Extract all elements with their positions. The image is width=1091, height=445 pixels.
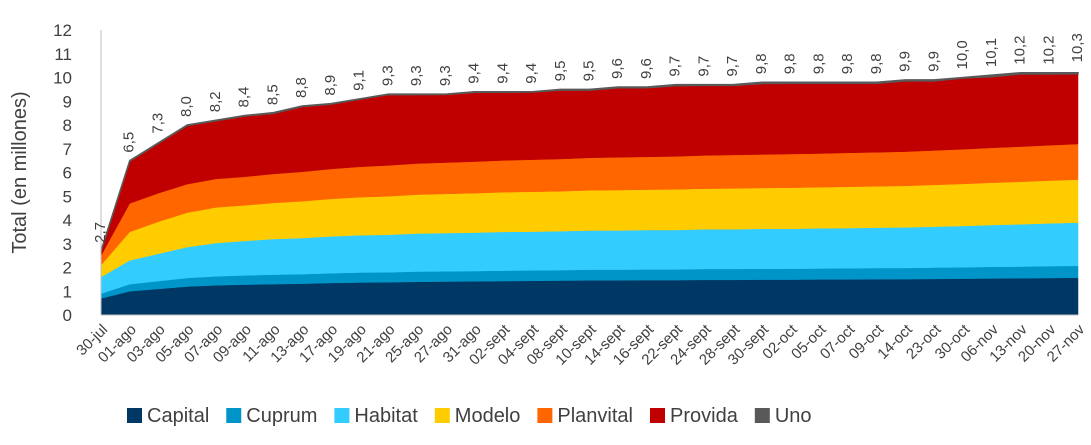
data-label-total: 9,8 <box>753 53 770 74</box>
data-label-total: 9,8 <box>782 53 799 74</box>
data-label-total: 9,9 <box>925 51 942 72</box>
y-tick-label: 10 <box>53 69 72 88</box>
data-label-total: 9,6 <box>638 58 655 79</box>
data-label-total: 8,2 <box>207 91 224 112</box>
legend-swatch-cuprum <box>226 408 242 423</box>
y-tick-label: 7 <box>63 140 72 159</box>
data-label-total: 9,3 <box>437 65 454 86</box>
legend: Capital Cuprum Habitat Modelo Planvital Provi… <box>127 405 812 427</box>
data-label-total: 9,5 <box>552 61 569 82</box>
legend-label-capital: Capital <box>147 405 209 427</box>
y-tick-label: 11 <box>54 45 72 64</box>
data-label-total: 8,8 <box>293 77 310 98</box>
legend-swatch-uno <box>754 408 770 423</box>
legend-swatch-habitat <box>334 408 350 423</box>
legend-label-provida: Provida <box>670 405 739 427</box>
data-label-total: 9,7 <box>724 56 741 77</box>
data-label-total: 6,5 <box>121 132 138 153</box>
y-tick-label: 3 <box>63 235 72 254</box>
x-tick-labels: 30-jul01-ago03-ago05-ago07-ago09-ago11-a… <box>73 321 1088 369</box>
data-label-total: 8,5 <box>264 84 281 105</box>
data-label-total: 9,9 <box>897 51 914 72</box>
legend-swatch-provida <box>650 408 665 423</box>
data-label-total: 9,3 <box>379 65 396 86</box>
axes <box>100 30 1078 316</box>
y-tick-label: 8 <box>63 116 72 135</box>
data-label-total: 9,4 <box>523 63 540 84</box>
data-label-total: 10,0 <box>954 40 971 69</box>
data-label-total: 9,8 <box>839 53 856 74</box>
data-label-total: 9,8 <box>868 53 885 74</box>
legend-label-modelo: Modelo <box>455 405 521 427</box>
data-label-total: 9,7 <box>695 56 712 77</box>
data-label-total: 10,1 <box>983 38 1000 67</box>
data-label-total: 9,5 <box>581 61 598 82</box>
data-label-total: 8,9 <box>322 75 339 96</box>
data-label-total: 9,4 <box>466 63 483 84</box>
data-label-total: 9,6 <box>609 58 626 79</box>
data-label-total: 10,2 <box>1040 36 1057 65</box>
legend-label-planvital: Planvital <box>557 405 633 427</box>
data-label-total: 8,0 <box>178 96 195 117</box>
legend-swatch-planvital <box>537 408 553 423</box>
legend-label-cuprum: Cuprum <box>246 405 317 427</box>
data-label-total: 2,7 <box>92 222 109 243</box>
y-tick-label: 6 <box>63 164 72 183</box>
data-label-total: 9,1 <box>351 70 368 91</box>
y-tick-label: 1 <box>63 282 72 301</box>
data-label-total: 9,7 <box>667 56 684 77</box>
data-label-total: 7,3 <box>149 113 166 134</box>
data-label-total: 10,3 <box>1069 33 1086 62</box>
area-uno <box>100 72 1079 252</box>
legend-label-uno: Uno <box>775 405 812 427</box>
data-label-total: 9,4 <box>494 63 511 84</box>
data-label-total: 9,8 <box>810 53 827 74</box>
data-label-total: 8,4 <box>236 87 253 108</box>
y-tick-label: 9 <box>63 92 72 111</box>
y-tick-label: 0 <box>63 306 72 325</box>
y-tick-label: 5 <box>63 187 72 206</box>
legend-label-habitat: Habitat <box>354 405 418 427</box>
legend-swatch-modelo <box>434 408 450 423</box>
data-label-total: 9,3 <box>408 65 425 86</box>
series-areas <box>100 72 1079 316</box>
total-data-labels: 2,7 6,5 7,3 8,0 8,2 8,4 8,5 8,8 8,9 9,1 9,3 9,3 9,3 9… <box>92 33 1086 243</box>
y-axis-title: Total (en millones) <box>9 91 31 253</box>
y-tick-label: 4 <box>63 211 72 230</box>
data-label-total: 10,2 <box>1012 36 1029 65</box>
y-tick-label: 2 <box>63 259 72 278</box>
legend-swatch-capital <box>127 408 142 423</box>
y-tick-label: 12 <box>53 21 72 40</box>
